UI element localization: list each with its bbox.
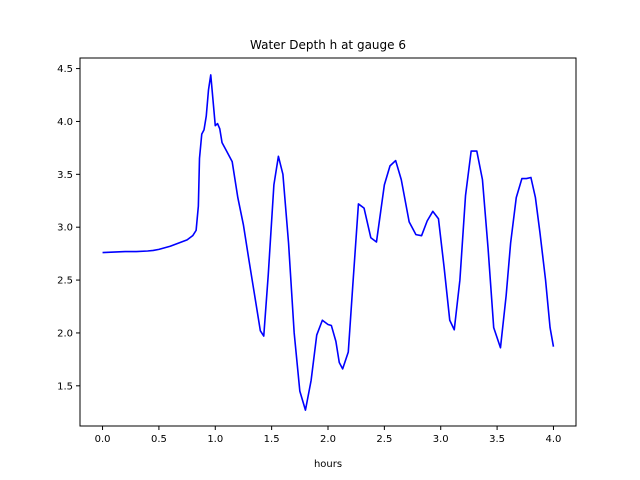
- x-tick-label: 1.5: [264, 434, 280, 445]
- x-axis-label: hours: [314, 459, 342, 470]
- x-tick-label: 2.5: [376, 434, 392, 445]
- series-line-0: [102, 74, 555, 411]
- y-tick-label: 4.0: [57, 117, 73, 128]
- plot-area: 0.0 0.5 1.0 1.5 2.0 2.5 3.0 3.5 4.0 1.5 2.0 2.5 3.0 3…: [57, 57, 577, 445]
- x-tick-label: 2.0: [320, 434, 336, 445]
- y-tick-label: 1.5: [57, 381, 73, 392]
- x-tick-label: 0.5: [151, 434, 167, 445]
- y-tick-label: 2.5: [57, 276, 73, 287]
- y-tick-label: 4.5: [57, 64, 73, 75]
- x-tick-label: 1.0: [207, 434, 223, 445]
- x-tick-label: 3.5: [489, 434, 505, 445]
- x-tick-label: 3.0: [433, 434, 449, 445]
- y-tick-label: 3.0: [57, 223, 73, 234]
- y-tick-label: 2.0: [57, 328, 73, 339]
- y-tick-label: 3.5: [57, 170, 73, 181]
- x-tick-label: 0.0: [95, 434, 111, 445]
- x-tick-label: 4.0: [546, 434, 562, 445]
- chart-title: Water Depth h at gauge 6: [250, 38, 406, 52]
